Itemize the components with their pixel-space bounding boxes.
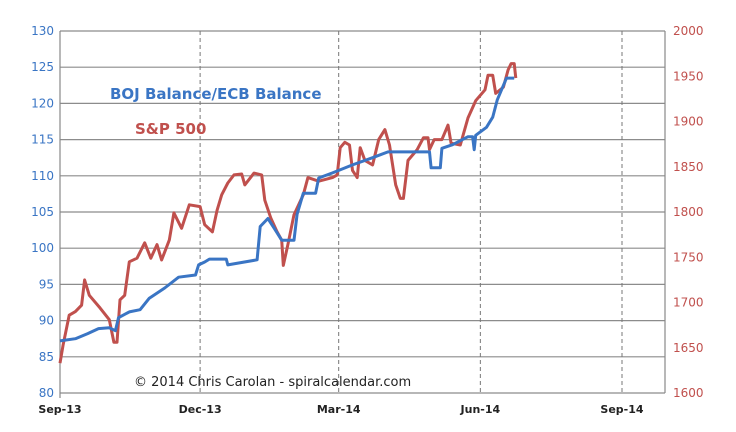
left-tick-label: 100 xyxy=(31,241,54,255)
left-tick-label: 115 xyxy=(31,133,54,147)
left-tick-label: 120 xyxy=(31,96,54,110)
left-tick-label: 85 xyxy=(39,350,54,364)
series-line-s-p-500 xyxy=(58,62,518,364)
right-tick-label: 1700 xyxy=(673,296,704,310)
right-tick-label: 1600 xyxy=(673,386,704,400)
right-tick-label: 1900 xyxy=(673,115,704,129)
copyright-text: © 2014 Chris Carolan - spiralcalendar.co… xyxy=(134,375,411,390)
gridlines xyxy=(59,30,666,398)
series-label-sp500: S&P 500 xyxy=(135,120,206,138)
left-tick-label: 110 xyxy=(31,169,54,183)
left-tick-label: 125 xyxy=(31,60,54,74)
right-tick-label: 1650 xyxy=(673,341,704,355)
left-axis-ticks: 80 85 90 95 100 105 110 115 120 125 130 xyxy=(31,24,54,400)
x-tick-label: Dec-13 xyxy=(179,403,222,416)
right-tick-label: 1750 xyxy=(673,250,704,264)
x-axis-ticks: Sep-13 Dec-13 Mar-14 Jun-14 Sep-14 xyxy=(38,403,643,416)
x-tick-label: Jun-14 xyxy=(460,403,501,416)
x-tick-label: Mar-14 xyxy=(317,403,361,416)
left-tick-label: 130 xyxy=(31,24,54,38)
series-lines xyxy=(58,62,518,364)
right-tick-label: 2000 xyxy=(673,24,704,38)
right-axis-ticks: 1600 1650 1700 1750 1800 1850 1900 1950 2000 xyxy=(673,24,704,400)
left-tick-label: 105 xyxy=(31,205,54,219)
series-line-boj-balance-ecb-balance xyxy=(59,76,515,343)
right-tick-label: 1850 xyxy=(673,160,704,174)
right-tick-label: 1800 xyxy=(673,205,704,219)
x-tick-label: Sep-13 xyxy=(38,403,81,416)
left-tick-label: 80 xyxy=(39,386,54,400)
left-tick-label: 95 xyxy=(39,277,54,291)
right-tick-label: 1950 xyxy=(673,69,704,83)
x-tick-label: Sep-14 xyxy=(600,403,643,416)
series-label-boj-ecb: BOJ Balance/ECB Balance xyxy=(110,85,322,103)
left-tick-label: 90 xyxy=(39,314,54,328)
